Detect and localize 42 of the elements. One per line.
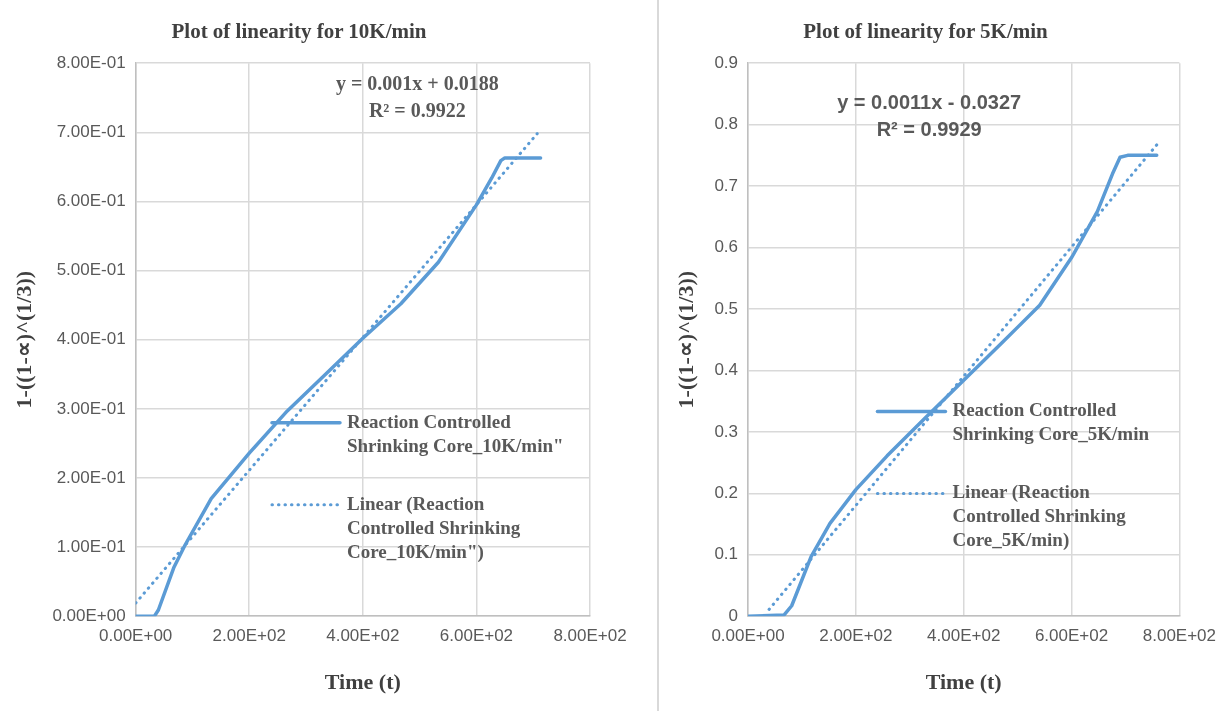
x-axis-title: Time (t) xyxy=(925,669,1002,695)
x-tick-label: 0.00E+00 xyxy=(99,626,173,646)
x-tick-label: 2.00E+02 xyxy=(212,626,286,646)
y-tick-label: 7.00E-01 xyxy=(56,122,126,142)
y-axis-title: 1-((1-∝)^(1/3)) xyxy=(672,270,698,409)
y-tick-label: 6.00E-01 xyxy=(56,191,126,211)
x-axis-title: Time (t) xyxy=(324,669,401,695)
legend-label: Reaction Controlled Shrinking Core_10K/min" xyxy=(346,410,564,456)
y-axis-title: 1-((1-∝)^(1/3)) xyxy=(10,270,36,409)
y-tick-label: 0.3 xyxy=(714,421,739,441)
legend-label: Reaction Controlled Shrinking Core_5K/min xyxy=(952,399,1150,445)
chart-title: Plot of linearity for 5K/min xyxy=(803,19,1049,44)
x-tick-label: 4.00E+02 xyxy=(326,626,400,646)
y-tick-label: 0.2 xyxy=(714,483,739,502)
y-tick-label: 0.00E+00 xyxy=(52,605,126,625)
x-tick-label: 8.00E+02 xyxy=(1142,626,1216,646)
x-tick-label: 6.00E+02 xyxy=(439,626,514,646)
annotation: R² = 0.9922 xyxy=(368,99,466,122)
x-tick-label: 8.00E+02 xyxy=(553,626,627,646)
y-tick-label: 1.00E-01 xyxy=(56,536,126,556)
y-tick-label: 0.9 xyxy=(714,52,739,72)
x-tick-label: 6.00E+02 xyxy=(1034,626,1109,646)
chart-title: Plot of linearity for 10K/min xyxy=(171,19,427,44)
y-tick-label: 5.00E-01 xyxy=(56,260,126,280)
y-tick-label: 0.7 xyxy=(714,175,739,195)
y-tick-label: 4.00E-01 xyxy=(56,329,126,349)
legend-label: Linear (Reaction Controlled Shrinking Core_5K/min) xyxy=(952,481,1127,552)
y-tick-label: 3.00E-01 xyxy=(56,398,126,418)
y-tick-label: 0 xyxy=(728,605,739,625)
annotation: y = 0.001x + 0.0188 xyxy=(335,72,499,96)
y-tick-label: 0.5 xyxy=(714,298,739,318)
y-tick-label: 0.6 xyxy=(714,237,739,257)
annotation: R² = 0.9929 xyxy=(876,117,982,140)
x-tick-label: 4.00E+02 xyxy=(927,626,1001,646)
y-tick-label: 2.00E-01 xyxy=(56,467,126,487)
y-tick-label: 0.4 xyxy=(714,360,739,380)
x-tick-label: 2.00E+02 xyxy=(819,626,893,646)
annotation: y = 0.0011x - 0.0327 xyxy=(837,90,1022,113)
y-tick-label: 0.1 xyxy=(714,544,739,564)
y-tick-label: 0.8 xyxy=(714,114,739,134)
legend-label: Linear (Reaction Controlled Shrinking Core_10K/min") xyxy=(346,492,521,563)
y-tick-label: 8.00E-01 xyxy=(56,52,126,72)
